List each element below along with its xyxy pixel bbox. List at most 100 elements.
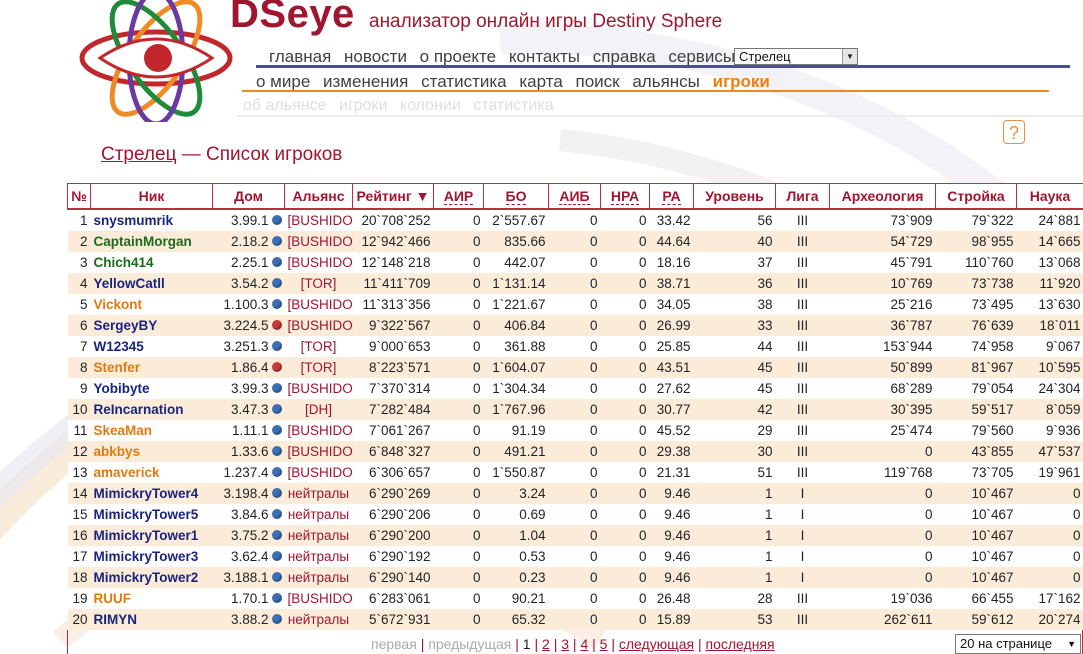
home-cell[interactable]: 3.224.5 (212, 315, 285, 336)
nav-about[interactable]: о проекте (419, 47, 497, 66)
home-coords[interactable]: 3.251.3 (223, 339, 269, 354)
home-cell[interactable]: 3.99.3 (212, 378, 285, 399)
nav-help[interactable]: справка (592, 47, 656, 66)
home-cell[interactable]: 3.84.6 (212, 504, 285, 525)
home-cell[interactable]: 3.75.2 (212, 525, 285, 546)
alliance-cell[interactable]: [BUSHIDO] (284, 294, 353, 315)
player-nick[interactable]: Yobibyte (90, 378, 213, 399)
home-cell[interactable]: 1.237.4 (212, 462, 285, 483)
home-cell[interactable]: 1.33.6 (212, 441, 285, 462)
pager-page-2[interactable]: 2 (542, 636, 550, 652)
pager-page-5[interactable]: 5 (599, 636, 608, 652)
pager-page-3[interactable]: 3 (561, 636, 570, 652)
alliance-cell[interactable]: [DH] (284, 399, 353, 420)
player-nick[interactable]: YellowCatll (90, 273, 213, 294)
player-nick[interactable]: Stenfer (90, 357, 213, 378)
home-cell[interactable]: 3.62.4 (212, 546, 285, 567)
col-header-league[interactable]: Лига (775, 183, 830, 210)
nav-world-players[interactable]: игроки (712, 72, 770, 91)
home-cell[interactable]: 1.11.1 (212, 420, 285, 441)
chevron-down-icon[interactable]: ▼ (1067, 639, 1076, 649)
col-header-level[interactable]: Уровень (693, 183, 776, 210)
home-cell[interactable]: 3.54.2 (212, 273, 285, 294)
home-cell[interactable]: 3.188.1 (212, 567, 285, 588)
player-nick[interactable]: ReIncarnation (90, 399, 213, 420)
home-cell[interactable]: 3.47.3 (212, 399, 285, 420)
col-header-ra[interactable]: РА (649, 183, 694, 210)
home-coords[interactable]: 3.62.4 (230, 549, 269, 564)
col-header-rating[interactable]: Рейтинг ▼ (352, 183, 434, 210)
home-cell[interactable]: 1.86.4 (212, 357, 285, 378)
home-coords[interactable]: 1.100.3 (223, 297, 269, 312)
col-header-num[interactable]: № (67, 183, 91, 210)
alliance-cell[interactable]: [BUSHIDO] (284, 462, 353, 483)
player-nick[interactable]: SergeyBY (90, 315, 213, 336)
nav-services[interactable]: сервисы (668, 47, 736, 66)
home-coords[interactable]: 1.33.6 (230, 444, 269, 459)
home-cell[interactable]: 2.25.1 (212, 252, 285, 273)
alliance-cell[interactable]: [BUSHIDO] (284, 588, 353, 609)
help-icon[interactable]: ? (1003, 120, 1025, 144)
col-header-archeology[interactable]: Археология (829, 183, 936, 210)
col-header-bo[interactable]: БО (483, 183, 549, 210)
col-header-nick[interactable]: Ник (90, 183, 213, 210)
player-nick[interactable]: RUUF (90, 588, 213, 609)
home-cell[interactable]: 3.99.1 (212, 209, 285, 231)
pager-last[interactable]: последняя (705, 636, 775, 652)
player-nick[interactable]: W12345 (90, 336, 213, 357)
nav-contacts[interactable]: контакты (508, 47, 580, 66)
player-nick[interactable]: RIMYN (90, 609, 213, 630)
home-cell[interactable]: 1.70.1 (212, 588, 285, 609)
nav-world-alliances[interactable]: альянсы (632, 72, 700, 91)
player-nick[interactable]: Vickont (90, 294, 213, 315)
col-header-air[interactable]: АИР (433, 183, 484, 210)
server-select[interactable]: Стрелец ▼ (734, 48, 858, 65)
pager-page-4[interactable]: 4 (580, 636, 589, 652)
home-cell[interactable]: 1.100.3 (212, 294, 285, 315)
alliance-cell[interactable]: [TOR] (284, 273, 353, 294)
pager-next[interactable]: следующая (618, 636, 695, 652)
col-header-science[interactable]: Наука (1016, 183, 1083, 210)
per-page-select[interactable]: 20 на странице ▼ (955, 634, 1081, 654)
col-header-nra[interactable]: НРА (600, 183, 650, 210)
col-header-construction[interactable]: Стройка (935, 183, 1017, 210)
player-nick[interactable]: amaverick (90, 462, 213, 483)
player-nick[interactable]: snysmumrik (90, 209, 213, 231)
col-header-alliance[interactable]: Альянс (284, 183, 353, 210)
nav-world-changes[interactable]: изменения (323, 72, 409, 91)
player-nick[interactable]: abkbys (90, 441, 213, 462)
home-coords[interactable]: 3.47.3 (230, 402, 269, 417)
home-coords[interactable]: 1.86.4 (230, 360, 269, 375)
alliance-cell[interactable]: [BUSHIDO] (284, 420, 353, 441)
nav-world-search[interactable]: поиск (575, 72, 620, 91)
chevron-down-icon[interactable]: ▼ (842, 49, 857, 64)
home-cell[interactable]: 3.88.2 (212, 609, 285, 630)
nav-world-about[interactable]: о мире (256, 72, 311, 91)
home-cell[interactable]: 3.198.4 (212, 483, 285, 504)
col-header-aib[interactable]: АИБ (548, 183, 601, 210)
home-cell[interactable]: 3.251.3 (212, 336, 285, 357)
home-coords[interactable]: 2.18.2 (230, 234, 269, 249)
home-coords[interactable]: 1.11.1 (231, 423, 269, 438)
nav-home[interactable]: главная (269, 47, 332, 66)
alliance-cell[interactable]: [BUSHIDO] (284, 209, 353, 231)
home-coords[interactable]: 2.25.1 (230, 255, 269, 270)
home-coords[interactable]: 3.84.6 (230, 507, 269, 522)
home-coords[interactable]: 3.54.2 (230, 276, 269, 291)
alliance-cell[interactable]: [BUSHIDO] (284, 231, 353, 252)
home-coords[interactable]: 3.75.2 (230, 528, 269, 543)
home-coords[interactable]: 3.198.4 (223, 486, 269, 501)
col-header-home[interactable]: Дом (212, 183, 285, 210)
home-coords[interactable]: 3.99.1 (230, 213, 269, 228)
player-nick[interactable]: MimickryTower2 (90, 567, 213, 588)
player-nick[interactable]: MimickryTower4 (90, 483, 213, 504)
alliance-cell[interactable]: [BUSHIDO] (284, 378, 353, 399)
server-link[interactable]: Стрелец (101, 144, 177, 165)
player-nick[interactable]: MimickryTower3 (90, 546, 213, 567)
dseye-logo-icon[interactable] (78, 0, 233, 122)
player-nick[interactable]: SkeaMan (90, 420, 213, 441)
player-nick[interactable]: Chich414 (90, 252, 213, 273)
alliance-cell[interactable]: [TOR] (284, 357, 353, 378)
home-coords[interactable]: 3.88.2 (230, 612, 269, 627)
player-nick[interactable]: MimickryTower5 (90, 504, 213, 525)
